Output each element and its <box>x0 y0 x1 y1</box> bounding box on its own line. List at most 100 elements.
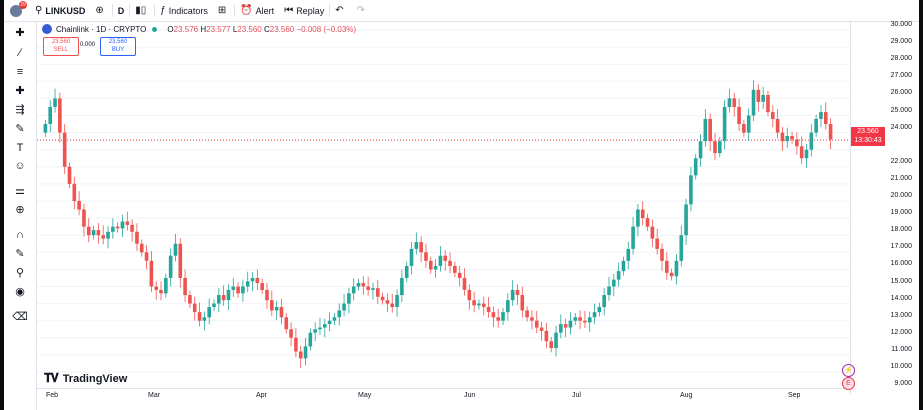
candle-body <box>621 260 626 272</box>
candle <box>737 98 741 132</box>
candle <box>327 312 332 332</box>
candle <box>674 253 679 285</box>
candle <box>424 243 428 268</box>
zoom-in-icon[interactable]: ⊕ <box>15 204 25 216</box>
time-axis[interactable]: Feb Mar Apr May Jun Jul Aug Sep <box>36 388 850 410</box>
eye-icon[interactable]: ◉ <box>15 286 25 298</box>
candle <box>732 92 737 117</box>
candle-body <box>371 288 375 290</box>
indicators-button[interactable]: ƒ Indicators <box>155 0 213 21</box>
candle <box>689 166 693 212</box>
candle-body <box>390 303 395 308</box>
trash-icon[interactable]: ⌫ <box>12 311 28 323</box>
redo-button[interactable]: ↷ <box>352 0 373 21</box>
user-avatar-icon[interactable]: 29 <box>10 0 27 17</box>
candle <box>828 118 833 150</box>
candle <box>544 322 549 349</box>
lock-icon[interactable]: ⚲ <box>15 267 25 279</box>
candle-body <box>62 132 67 167</box>
crosshair-icon[interactable]: ✚ <box>15 27 25 39</box>
candle-body <box>448 260 452 266</box>
candle-body <box>260 283 264 290</box>
buy-button[interactable]: 23.560 BUY <box>100 37 136 56</box>
candle <box>679 225 684 267</box>
interval-button[interactable]: D <box>113 0 130 21</box>
candle <box>665 252 669 280</box>
brush-icon[interactable]: ✎ <box>15 123 25 135</box>
price-axis-label: 17.000 <box>890 243 912 251</box>
price-axis-label: 20.000 <box>890 192 912 199</box>
candle-body <box>645 218 650 227</box>
candle-body <box>433 265 438 270</box>
candle <box>578 310 582 330</box>
candle <box>462 268 467 296</box>
candle <box>443 250 448 271</box>
brand-label: TradingView <box>62 372 128 385</box>
templates-button[interactable]: ⊞ <box>213 0 234 21</box>
candle <box>241 279 245 302</box>
candle <box>356 278 361 291</box>
candle <box>660 243 664 271</box>
magnet-icon[interactable]: ∩ <box>16 229 24 241</box>
candle <box>375 279 380 304</box>
candle-body <box>265 289 269 301</box>
candle-body <box>746 115 751 133</box>
emoji-icon[interactable]: ☺ <box>14 160 26 172</box>
candle-body <box>270 300 274 311</box>
candle-body <box>592 312 597 318</box>
candle-body <box>486 307 491 313</box>
candle-body <box>578 317 582 321</box>
chart-type-button[interactable]: ▮▯ <box>130 0 154 21</box>
ruler-icon[interactable]: ⚌ <box>15 185 25 197</box>
candlestick-chart[interactable] <box>37 22 850 388</box>
candle-body <box>53 98 57 107</box>
candle <box>77 191 81 216</box>
pattern-icon[interactable]: ✚ <box>15 85 25 97</box>
candle-body <box>665 260 669 273</box>
symbol-search-button[interactable]: ⚲ LINKUSD <box>30 0 90 21</box>
price-axis-label: 19.000 <box>890 209 912 217</box>
candle <box>448 252 452 273</box>
compare-button[interactable]: ⊕ <box>90 0 111 21</box>
candle <box>173 234 178 262</box>
candle <box>53 88 57 113</box>
undo-button[interactable]: ↶ <box>330 0 351 21</box>
candle <box>380 292 385 305</box>
tradingview-logo[interactable]: 𝐓𝐕 TradingView <box>44 371 127 386</box>
price-axis[interactable]: 30.000 29.000 28.000 27.000 26.000 25.000 24.0… <box>850 21 919 394</box>
candle <box>481 296 486 316</box>
price-axis-label: 10.000 <box>890 363 912 370</box>
candle-body <box>197 312 202 321</box>
earnings-icon[interactable]: E <box>842 377 855 390</box>
candle <box>780 126 785 151</box>
time-axis-label: Jul <box>572 392 581 399</box>
candle-body <box>221 295 226 301</box>
sell-button[interactable]: 23.560 SELL <box>43 37 79 56</box>
text-icon[interactable]: T <box>16 142 24 154</box>
candle-body <box>587 317 592 323</box>
candle <box>159 281 163 301</box>
lightning-icon[interactable]: ⚡ <box>842 364 855 377</box>
trend-line-icon[interactable]: ∕ <box>19 47 21 59</box>
change-value: −0.008 (−0.03%) <box>296 24 357 34</box>
alert-button[interactable]: ⏰ Alert <box>235 0 279 21</box>
candle-body <box>640 209 645 219</box>
candle <box>727 88 732 113</box>
candle-body <box>183 277 187 296</box>
candle-body <box>443 255 448 261</box>
candle <box>351 278 356 301</box>
replay-button[interactable]: ⏮ Replay <box>279 0 329 21</box>
candle-body <box>539 327 544 331</box>
candle-body <box>154 286 159 290</box>
candle-body <box>308 332 313 347</box>
ohlc-values: O23.576 H23.577 L23.560 C23.560 −0.008 (… <box>167 25 356 34</box>
forecast-icon[interactable]: ⇶ <box>15 104 25 116</box>
candle-body <box>43 124 48 133</box>
candle-body <box>804 149 809 159</box>
stay-drawing-icon[interactable]: ✎ <box>15 248 25 260</box>
fib-icon[interactable]: ≡ <box>16 66 24 78</box>
tradingview-window: 29 ⚲ LINKUSD ⊕ D ▮▯ ƒ Indicators ⊞ ⏰ Ale… <box>4 0 919 410</box>
candle <box>120 214 125 237</box>
candle <box>453 261 457 278</box>
top-toolbar: 29 ⚲ LINKUSD ⊕ D ▮▯ ƒ Indicators ⊞ ⏰ Ale… <box>4 0 919 22</box>
